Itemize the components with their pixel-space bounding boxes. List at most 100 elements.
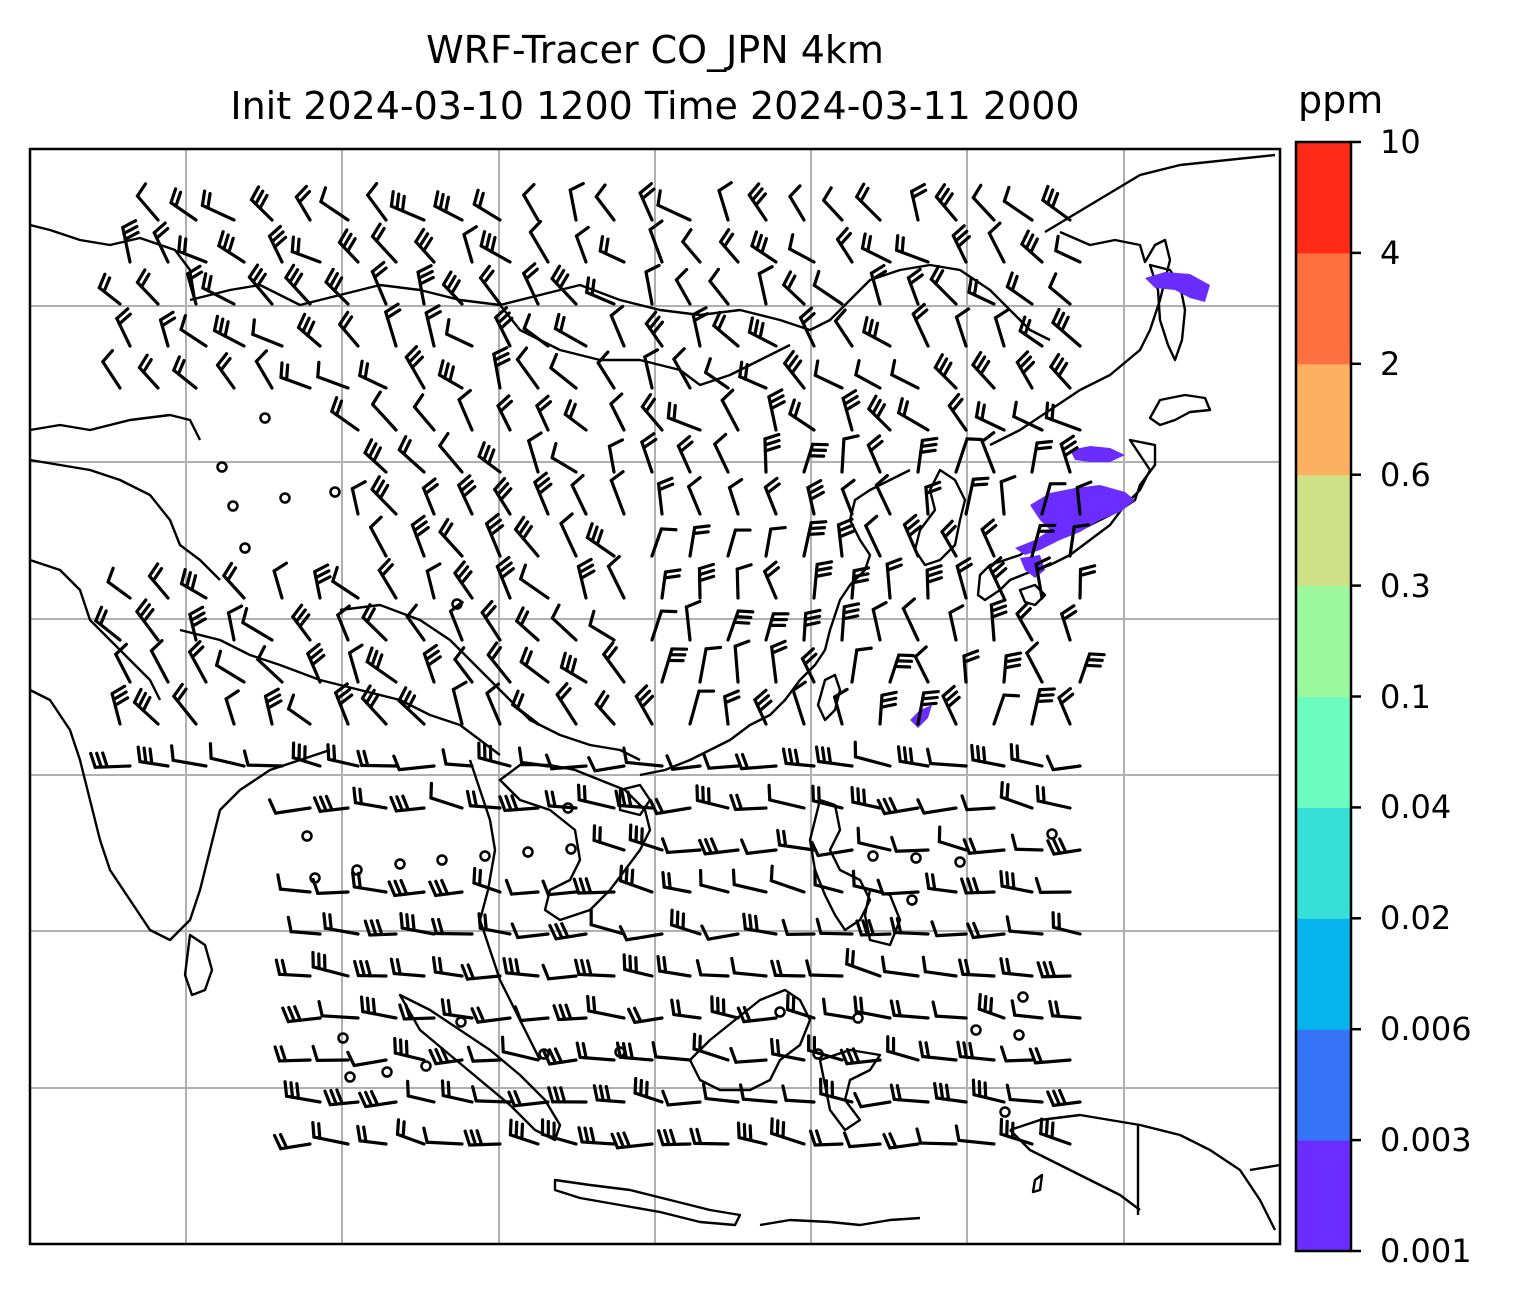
wind-barb	[1048, 999, 1082, 1020]
wind-barb	[734, 752, 778, 771]
wind-barb	[897, 397, 930, 432]
wind-barb	[909, 182, 928, 222]
wind-barb	[906, 267, 924, 306]
wind-barb	[999, 957, 1034, 978]
wind-barb	[955, 556, 973, 600]
wind-barb	[311, 950, 350, 978]
wind-barb	[727, 477, 744, 516]
wind-barb	[286, 915, 322, 936]
wind-barb	[477, 741, 512, 768]
wind-barb	[384, 302, 402, 348]
wind-barb	[330, 396, 360, 432]
wind-barb	[753, 688, 773, 726]
wind-barb	[717, 181, 733, 222]
wind-barb	[279, 361, 312, 390]
wind-barb	[317, 999, 360, 1020]
wind-barb	[886, 1035, 920, 1062]
wind-barb	[916, 798, 958, 815]
wind-barb	[924, 480, 942, 516]
wind-barb	[650, 609, 678, 642]
colorbar-tick-label: 0.003	[1380, 1121, 1472, 1160]
wind-barb	[812, 269, 844, 306]
wind-barb	[510, 922, 550, 940]
wind-barb	[291, 741, 322, 768]
wind-barb	[676, 434, 694, 474]
wind-barb	[648, 797, 692, 816]
wind-barb	[650, 527, 678, 558]
wind-barb	[132, 687, 160, 726]
wind-barb	[465, 789, 502, 810]
wind-barb	[94, 605, 122, 642]
wind-barb	[876, 878, 920, 896]
wind-barb	[508, 1118, 540, 1146]
wind-barb	[640, 432, 658, 474]
wind-barb	[638, 182, 656, 222]
wind-barb	[689, 1127, 730, 1146]
wind-barb	[440, 998, 474, 1020]
wind-barb	[428, 878, 464, 898]
wind-barb	[643, 348, 660, 390]
wind-barb	[739, 838, 778, 855]
wind-barb	[437, 359, 464, 390]
wind-barb	[494, 306, 514, 348]
calm-wind-marker	[259, 412, 271, 424]
wind-barb	[841, 389, 861, 432]
wind-barb	[785, 993, 816, 1020]
wind-barb	[980, 431, 996, 474]
wind-barb	[1051, 911, 1082, 936]
wind-barb	[438, 517, 464, 558]
wind-barb	[764, 525, 787, 558]
wind-barb	[657, 1128, 692, 1147]
wind-barb	[294, 184, 312, 222]
wind-barb	[840, 434, 860, 474]
wind-barb	[695, 784, 730, 810]
wind-barb	[296, 312, 322, 348]
wind-barb	[606, 554, 626, 600]
wind-barb	[670, 908, 702, 936]
calm-wind-marker	[301, 830, 313, 842]
wind-barb	[492, 346, 511, 390]
wind-barb	[747, 316, 778, 348]
wind-barb	[89, 751, 132, 769]
wind-barb	[346, 1050, 388, 1068]
wind-barb	[137, 353, 160, 390]
wind-barb	[726, 609, 755, 642]
wind-barb	[1030, 439, 1054, 474]
wind-barb	[533, 471, 553, 516]
wind-barb	[241, 606, 274, 642]
wind-barb	[284, 263, 312, 306]
wind-barb	[1034, 876, 1072, 895]
wind-barb	[316, 360, 350, 390]
wind-barb	[958, 958, 996, 978]
wind-barb	[431, 917, 474, 936]
wind-barb	[840, 478, 856, 516]
wind-barb	[1002, 651, 1023, 684]
wind-barb	[463, 1129, 502, 1147]
wind-barb	[472, 188, 502, 222]
wind-barb	[263, 687, 283, 726]
calm-wind-marker	[337, 1032, 349, 1044]
wind-barb	[135, 268, 160, 306]
wind-barb	[460, 963, 502, 981]
wind-barb	[552, 1003, 588, 1022]
wind-barb	[720, 388, 740, 432]
wind-barb	[1059, 434, 1079, 474]
wind-barb	[769, 1037, 806, 1062]
wind-barb	[338, 310, 360, 348]
wind-barb	[633, 1076, 664, 1104]
wind-barb	[731, 868, 768, 894]
wind-barb	[535, 394, 553, 432]
wind-barb	[769, 864, 806, 894]
wind-barb	[283, 1080, 322, 1104]
wind-barb	[864, 514, 882, 558]
wind-barb	[1054, 234, 1082, 264]
wind-barb	[764, 612, 790, 642]
calm-wind-marker	[999, 1106, 1011, 1118]
wind-barb	[954, 307, 971, 348]
wind-barb	[387, 878, 426, 898]
wind-barb	[1002, 185, 1034, 222]
wind-barb	[222, 561, 246, 600]
wind-barb	[802, 520, 828, 558]
wind-barb	[172, 682, 198, 726]
wind-barb	[634, 684, 655, 726]
